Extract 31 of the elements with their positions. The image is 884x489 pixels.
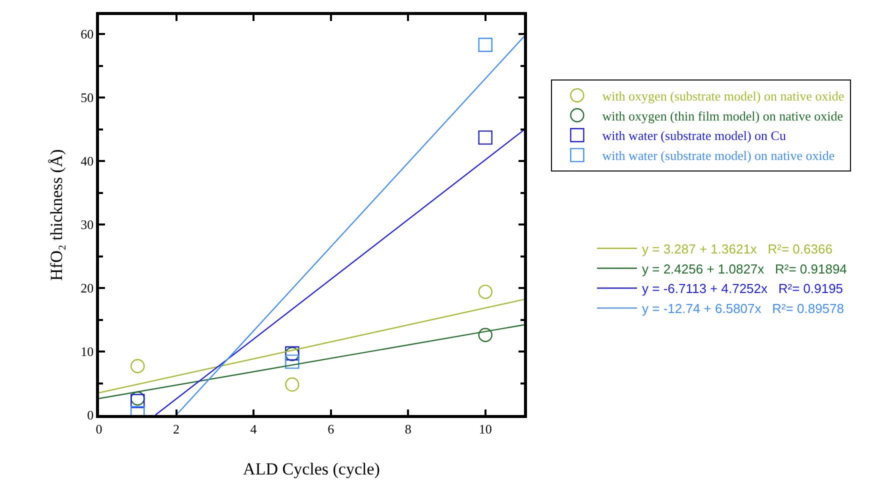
point — [478, 38, 492, 52]
y-tick-label: 30 — [80, 217, 94, 232]
y-tick-label: 0 — [87, 408, 94, 423]
y-tick-label: 20 — [80, 280, 94, 296]
y-tick-label: 10 — [80, 344, 94, 360]
x-tick-label: 4 — [250, 421, 258, 436]
point — [285, 377, 300, 392]
legend-label: with water (substrate model) on native oxide — [602, 148, 835, 164]
point — [478, 130, 492, 145]
x-tick-label: 6 — [328, 421, 335, 436]
point — [478, 284, 492, 299]
legend-label: y = -12.74 + 6.5807x R²= 0.89578 — [642, 301, 844, 316]
point — [478, 328, 492, 342]
x-tick-label: 8 — [404, 421, 412, 436]
point — [130, 391, 145, 406]
point — [130, 394, 145, 408]
legend-label: y = 3.287 + 1.3621x R²= 0.6366 — [642, 241, 832, 256]
legend-label: with oxygen (thin film model) on native oxide — [602, 108, 844, 124]
legend-label: with water (substrate model) on Cu — [602, 128, 786, 144]
point — [130, 359, 145, 374]
y-tick-label: 40 — [80, 154, 94, 169]
point — [285, 354, 300, 369]
x-tick-label: 2 — [173, 421, 180, 436]
x-axis-title: ALD Cycles (cycle) — [243, 460, 380, 479]
y-tick-label: 60 — [80, 26, 94, 42]
legend-label: y = -6.7113 + 4.7252x R²= 0.9195 — [642, 281, 844, 296]
y-axis-title: HfO₂ thickness (Å) — [47, 149, 66, 281]
x-tick-label: 10 — [478, 421, 492, 436]
y-tick-label: 50 — [80, 90, 94, 106]
legend-label: with oxygen (substrate model) on native oxide — [602, 88, 844, 104]
legend-label: y = 2.4256 + 1.0827x R²= 0.91894 — [642, 261, 847, 276]
